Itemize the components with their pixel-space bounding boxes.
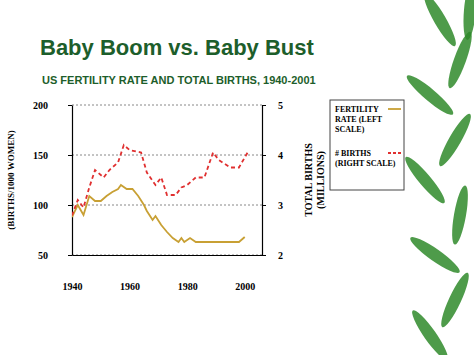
- tick-label: 1940: [63, 281, 83, 292]
- y-axis: 50 100 150 200: [33, 100, 73, 261]
- leaf: [435, 111, 474, 169]
- tick: 3: [262, 200, 283, 211]
- series-line: [72, 185, 245, 242]
- tick-label: 200: [33, 100, 48, 111]
- y2-axis-title: TOTAL BIRTHS(MILLIONS): [303, 143, 327, 217]
- tick: 4: [262, 150, 283, 161]
- axis-line: [73, 255, 263, 256]
- axis-line: [262, 106, 263, 256]
- grid-line: [72, 205, 262, 206]
- tick-label: 3: [278, 200, 283, 211]
- leaf: [449, 184, 471, 245]
- tick-mark: [68, 155, 72, 156]
- tick-label: 2: [278, 250, 283, 261]
- series-line: [72, 145, 248, 216]
- x-axis: 1940 1960 1980 2000: [63, 255, 263, 292]
- tick-label: 100: [33, 200, 48, 211]
- legend: FERTILITYRATE (LEFTSCALE) # BIRTHS(RIGHT …: [330, 100, 404, 190]
- legend-swatch: [388, 108, 401, 110]
- tick-label: 2000: [235, 281, 255, 292]
- legend-swatch: [388, 152, 401, 154]
- tick-mark: [262, 105, 266, 106]
- legend-box: [330, 100, 404, 190]
- tick: 50: [38, 250, 72, 261]
- tick-mark: [262, 155, 266, 156]
- tick-label: 150: [33, 150, 48, 161]
- title: Baby Boom vs. Baby Bust: [40, 35, 315, 60]
- legend-label: # BIRTHS(RIGHT SCALE): [335, 149, 396, 168]
- leaf: [461, 0, 474, 40]
- tick-mark: [68, 105, 72, 106]
- tick-label: 1980: [178, 281, 198, 292]
- plot-area: [72, 145, 248, 242]
- tick-label: 4: [278, 150, 283, 161]
- tick: 1960: [120, 255, 140, 292]
- chart: Baby Boom vs. Baby Bust US FERTILITY RATE…: [0, 0, 474, 355]
- axis-line: [72, 106, 73, 256]
- tick-label: 50: [38, 250, 48, 261]
- leaf: [407, 233, 463, 277]
- tick: 150: [33, 150, 72, 161]
- grid-line: [72, 105, 262, 106]
- y2-axis: 2 3 4 5: [262, 100, 283, 261]
- decoration: [401, 0, 474, 355]
- grid: [72, 105, 262, 255]
- tick: 1940: [63, 255, 83, 292]
- tick-mark: [68, 255, 72, 256]
- tick-mark: [262, 255, 266, 256]
- leaf: [437, 270, 473, 329]
- y-axis-title: (BIRTHS/1000 WOMEN): [6, 130, 16, 229]
- leaf: [408, 307, 452, 355]
- tick: 200: [33, 100, 72, 111]
- tick-mark: [262, 205, 266, 206]
- tick: 2: [262, 250, 283, 261]
- leaf: [403, 71, 457, 119]
- legend-label: FERTILITYRATE (LEFTSCALE): [335, 105, 383, 134]
- grid-line: [72, 155, 262, 156]
- tick: 2000: [235, 255, 255, 292]
- leaf: [420, 0, 460, 49]
- tick: 5: [262, 100, 283, 111]
- tick-label: 5: [278, 100, 283, 111]
- tick: 100: [33, 200, 72, 211]
- grid-line: [72, 255, 262, 256]
- leaf: [444, 30, 474, 90]
- subtitle: US FERTILITY RATE AND TOTAL BIRTHS, 1940…: [42, 74, 316, 86]
- tick: 1980: [178, 255, 198, 292]
- leaf: [401, 153, 449, 207]
- tick-mark: [68, 205, 72, 206]
- tick-label: 1960: [120, 281, 140, 292]
